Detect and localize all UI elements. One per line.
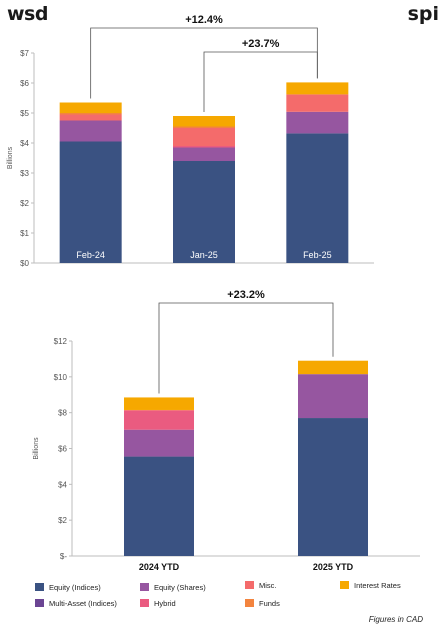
y-tick-label: $4 [58, 480, 67, 489]
growth-label: +12.4% [185, 14, 223, 26]
y-tick-label: $2 [20, 199, 29, 208]
y-tick-label: $6 [58, 445, 67, 454]
legend-swatch [140, 583, 149, 591]
y-tick-label: $5 [20, 109, 29, 118]
spi-logo: spi [407, 3, 439, 25]
y-tick-label: $- [60, 552, 67, 561]
x-category-label: 2025 YTD [313, 562, 354, 572]
growth-bracket [158, 302, 334, 394]
legend-swatch [245, 581, 254, 589]
bar-segment [286, 82, 349, 95]
bar-segment [124, 397, 194, 410]
legend-swatch [340, 581, 349, 589]
bar-segment [124, 429, 194, 457]
currency-footnote: Figures in CAD [368, 615, 423, 624]
bar-segment [124, 409, 194, 411]
bar-segment [286, 94, 349, 112]
growth-label: +23.7% [242, 38, 280, 50]
y-axis-label: Billions [7, 146, 14, 169]
bar-segment [59, 113, 122, 115]
legend-label: Interest Rates [354, 581, 401, 590]
bar-segment [59, 102, 122, 113]
bar-segment [173, 146, 235, 148]
legend-label: Funds [259, 599, 280, 608]
bar-segment [286, 133, 349, 263]
bar-segment [59, 141, 122, 263]
bar-segment [286, 111, 349, 134]
y-tick-label: $12 [54, 337, 68, 346]
bar-segment [59, 114, 122, 121]
y-tick-label: $6 [20, 79, 29, 88]
monthly-volume-chart: Billions $0 $1 $2 $3 $4 $5 $6 $7 Feb-24 Jan-25 Feb-… [7, 14, 374, 268]
legend-swatch [35, 583, 44, 591]
legend-label: Misc. [259, 581, 277, 590]
y-tick-label: $7 [20, 49, 29, 58]
bar-segment [173, 128, 235, 146]
y-tick-label: $2 [58, 516, 67, 525]
bar-segment [173, 116, 235, 127]
growth-bracket [203, 51, 318, 112]
bar-segment [298, 360, 368, 375]
y-axis-label: Billions [33, 437, 40, 460]
wsd-logo: wsd [7, 3, 48, 25]
legend-swatch [245, 599, 254, 607]
bar-segment [59, 120, 122, 142]
y-tick-label: $10 [54, 373, 68, 382]
bar-segment [124, 456, 194, 556]
bar-segment [173, 147, 235, 161]
y-tick-label: $1 [20, 229, 29, 238]
bar-segment [173, 126, 235, 128]
bar-segment [124, 410, 194, 430]
legend-label: Equity (Indices) [49, 583, 101, 592]
legend-label: Equity (Shares) [154, 583, 206, 592]
y-tick-label: $0 [20, 259, 29, 268]
bar-segment [298, 418, 368, 556]
x-category-label: Feb-25 [303, 250, 332, 260]
y-tick-label: $4 [20, 139, 29, 148]
y-tick-label: $8 [58, 409, 67, 418]
ytd-volume-chart: Billions $- $2 $4 $6 $8 $10 $12 2024 YTD 2025 YTD… [33, 289, 420, 572]
chart-legend: Equity (Indices) Equity (Shares) Misc. Inte… [35, 581, 401, 608]
legend-swatch [140, 599, 149, 607]
x-category-label: Jan-25 [190, 250, 218, 260]
bar-segment [173, 161, 235, 263]
x-category-label: 2024 YTD [139, 562, 180, 572]
legend-label: Hybrid [154, 599, 176, 608]
growth-label: +23.2% [227, 289, 265, 301]
legend-label: Multi-Asset (Indices) [49, 599, 117, 608]
y-tick-label: $3 [20, 169, 29, 178]
legend-swatch [35, 599, 44, 607]
bar-segment [298, 374, 368, 419]
x-category-label: Feb-24 [76, 250, 105, 260]
